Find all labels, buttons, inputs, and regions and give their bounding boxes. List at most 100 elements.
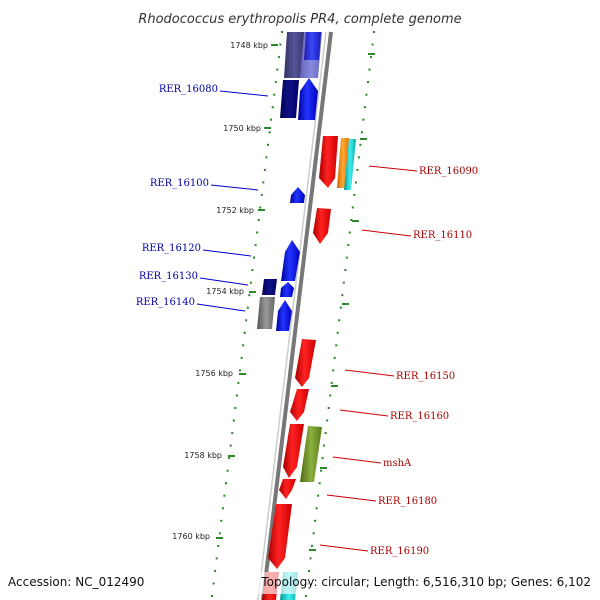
scale-label-1760: 1760 kbp [172,532,210,541]
scale-tick-1756: 1756 kbp [195,369,246,378]
track-dot [253,256,255,259]
track-dot [350,219,353,221]
gene-arrow-rer-16090[interactable] [319,136,338,188]
track-dot [368,68,371,71]
track-dot [373,31,375,33]
track-dot [370,56,372,59]
gene-label-text: RER_16140 [136,297,195,308]
gene-arrow-msha[interactable] [300,426,322,482]
scale-label-1750: 1750 kbp [223,124,261,133]
track-dot [235,394,238,397]
track-dot [232,419,235,422]
gene-block-top-plus[interactable] [300,32,322,78]
track-dot [363,106,366,109]
track-dot [240,356,243,359]
gene-arrow-rer-16130-plus[interactable] [280,282,294,297]
track-dot [262,181,265,184]
track-dot [265,156,268,159]
track-dot [362,118,365,121]
accession-text: Accession: NC_012490 [8,575,144,589]
track-dot [212,582,215,585]
track-dot [347,244,350,247]
track-dot [327,407,330,409]
gene-label-rer-16180[interactable]: RER_16180 [326,494,437,507]
gene-label-rer-16090[interactable]: RER_16090 [368,165,478,177]
gene-arrow-rer-16190[interactable] [268,504,292,569]
gene-label-text: RER_16110 [413,230,472,241]
gene-cyan[interactable] [344,139,356,190]
track-dot [367,81,369,84]
track-dot [239,369,241,372]
track-dot [231,432,234,435]
gene-label-text: RER_16130 [139,271,198,282]
gene-label-rer-16150[interactable]: RER_16150 [344,369,455,382]
gene-label-text: RER_16100 [150,178,209,189]
gene-arrow-rer-16170[interactable] [283,424,304,478]
gene-arrow-rer-16100[interactable] [290,187,305,203]
scale-tick-1748: 1748 kbp [230,41,278,50]
gene-label-rer-16130[interactable]: RER_16130 [139,271,249,286]
track-dot [211,595,213,597]
track-dot [223,494,226,497]
gene-arrow-rer-16080[interactable] [298,78,318,120]
track-dot [257,219,260,221]
track-dot [309,557,312,560]
track-dot [335,344,338,347]
gene-label-rer-16080[interactable]: RER_16080 [159,84,269,97]
track-dot [245,319,248,322]
track-dot [323,444,326,447]
gene-label-rer-16140[interactable]: RER_16140 [136,297,246,312]
gene-arrow-rer-16080-navy[interactable] [280,80,299,118]
track-dot [365,93,368,96]
scale-label-1758: 1758 kbp [184,451,222,460]
gene-label-msha[interactable]: mshA [332,456,412,469]
track-dot [311,544,313,547]
gene-label-rer-16120[interactable]: RER_16120 [142,243,252,257]
track-dot [281,31,283,33]
track-dot [360,131,363,134]
gene-label-text: RER_16150 [396,371,455,382]
track-dot [341,294,344,297]
gene-arrow-rer-16150[interactable] [295,339,316,387]
scale-tick-1752: 1752 kbp [216,206,265,215]
gene-block-top-minus[interactable] [284,32,305,78]
track-dot [330,381,333,384]
track-dot [339,306,342,309]
track-dot [271,106,274,109]
track-dot [263,168,266,171]
gene-label-rer-16110[interactable]: RER_16110 [361,229,472,241]
track-dot [277,56,280,59]
track-dot [242,344,245,347]
track-dot [305,595,307,597]
gene-arrow-rer-16110[interactable] [313,208,331,244]
genome-backbone [257,31,333,600]
gene-label-rer-16100[interactable]: RER_16100 [150,178,259,191]
gene-arrow-rer-16130[interactable] [262,279,277,295]
track-dot [267,143,269,146]
track-dot [215,557,218,560]
track-dot [315,507,318,510]
track-dot [351,206,354,209]
track-dot [273,93,276,96]
gene-arrow-rer-16140[interactable] [276,300,292,331]
gene-label-rer-16160[interactable]: RER_16160 [339,409,449,422]
track-dot [332,369,335,372]
track-dot [268,131,271,134]
track-dot [254,244,257,247]
track-dot [359,143,362,146]
track-dot [314,519,317,522]
track-dot [251,269,254,272]
track-dot [248,294,251,297]
track-dot [225,482,227,485]
gene-arrow-rer-16120[interactable] [281,240,300,281]
scale-label-1756: 1756 kbp [195,369,233,378]
scale-label-1752: 1752 kbp [216,206,254,215]
gene-arrow-rer-16140-gray[interactable] [257,297,275,329]
gene-arrow-rer-16160[interactable] [290,389,309,421]
gene-label-rer-16190[interactable]: RER_16190 [319,544,429,557]
gene-arrow-rer-16180[interactable] [279,479,296,499]
track-dot [249,281,252,284]
track-dot [357,156,360,159]
